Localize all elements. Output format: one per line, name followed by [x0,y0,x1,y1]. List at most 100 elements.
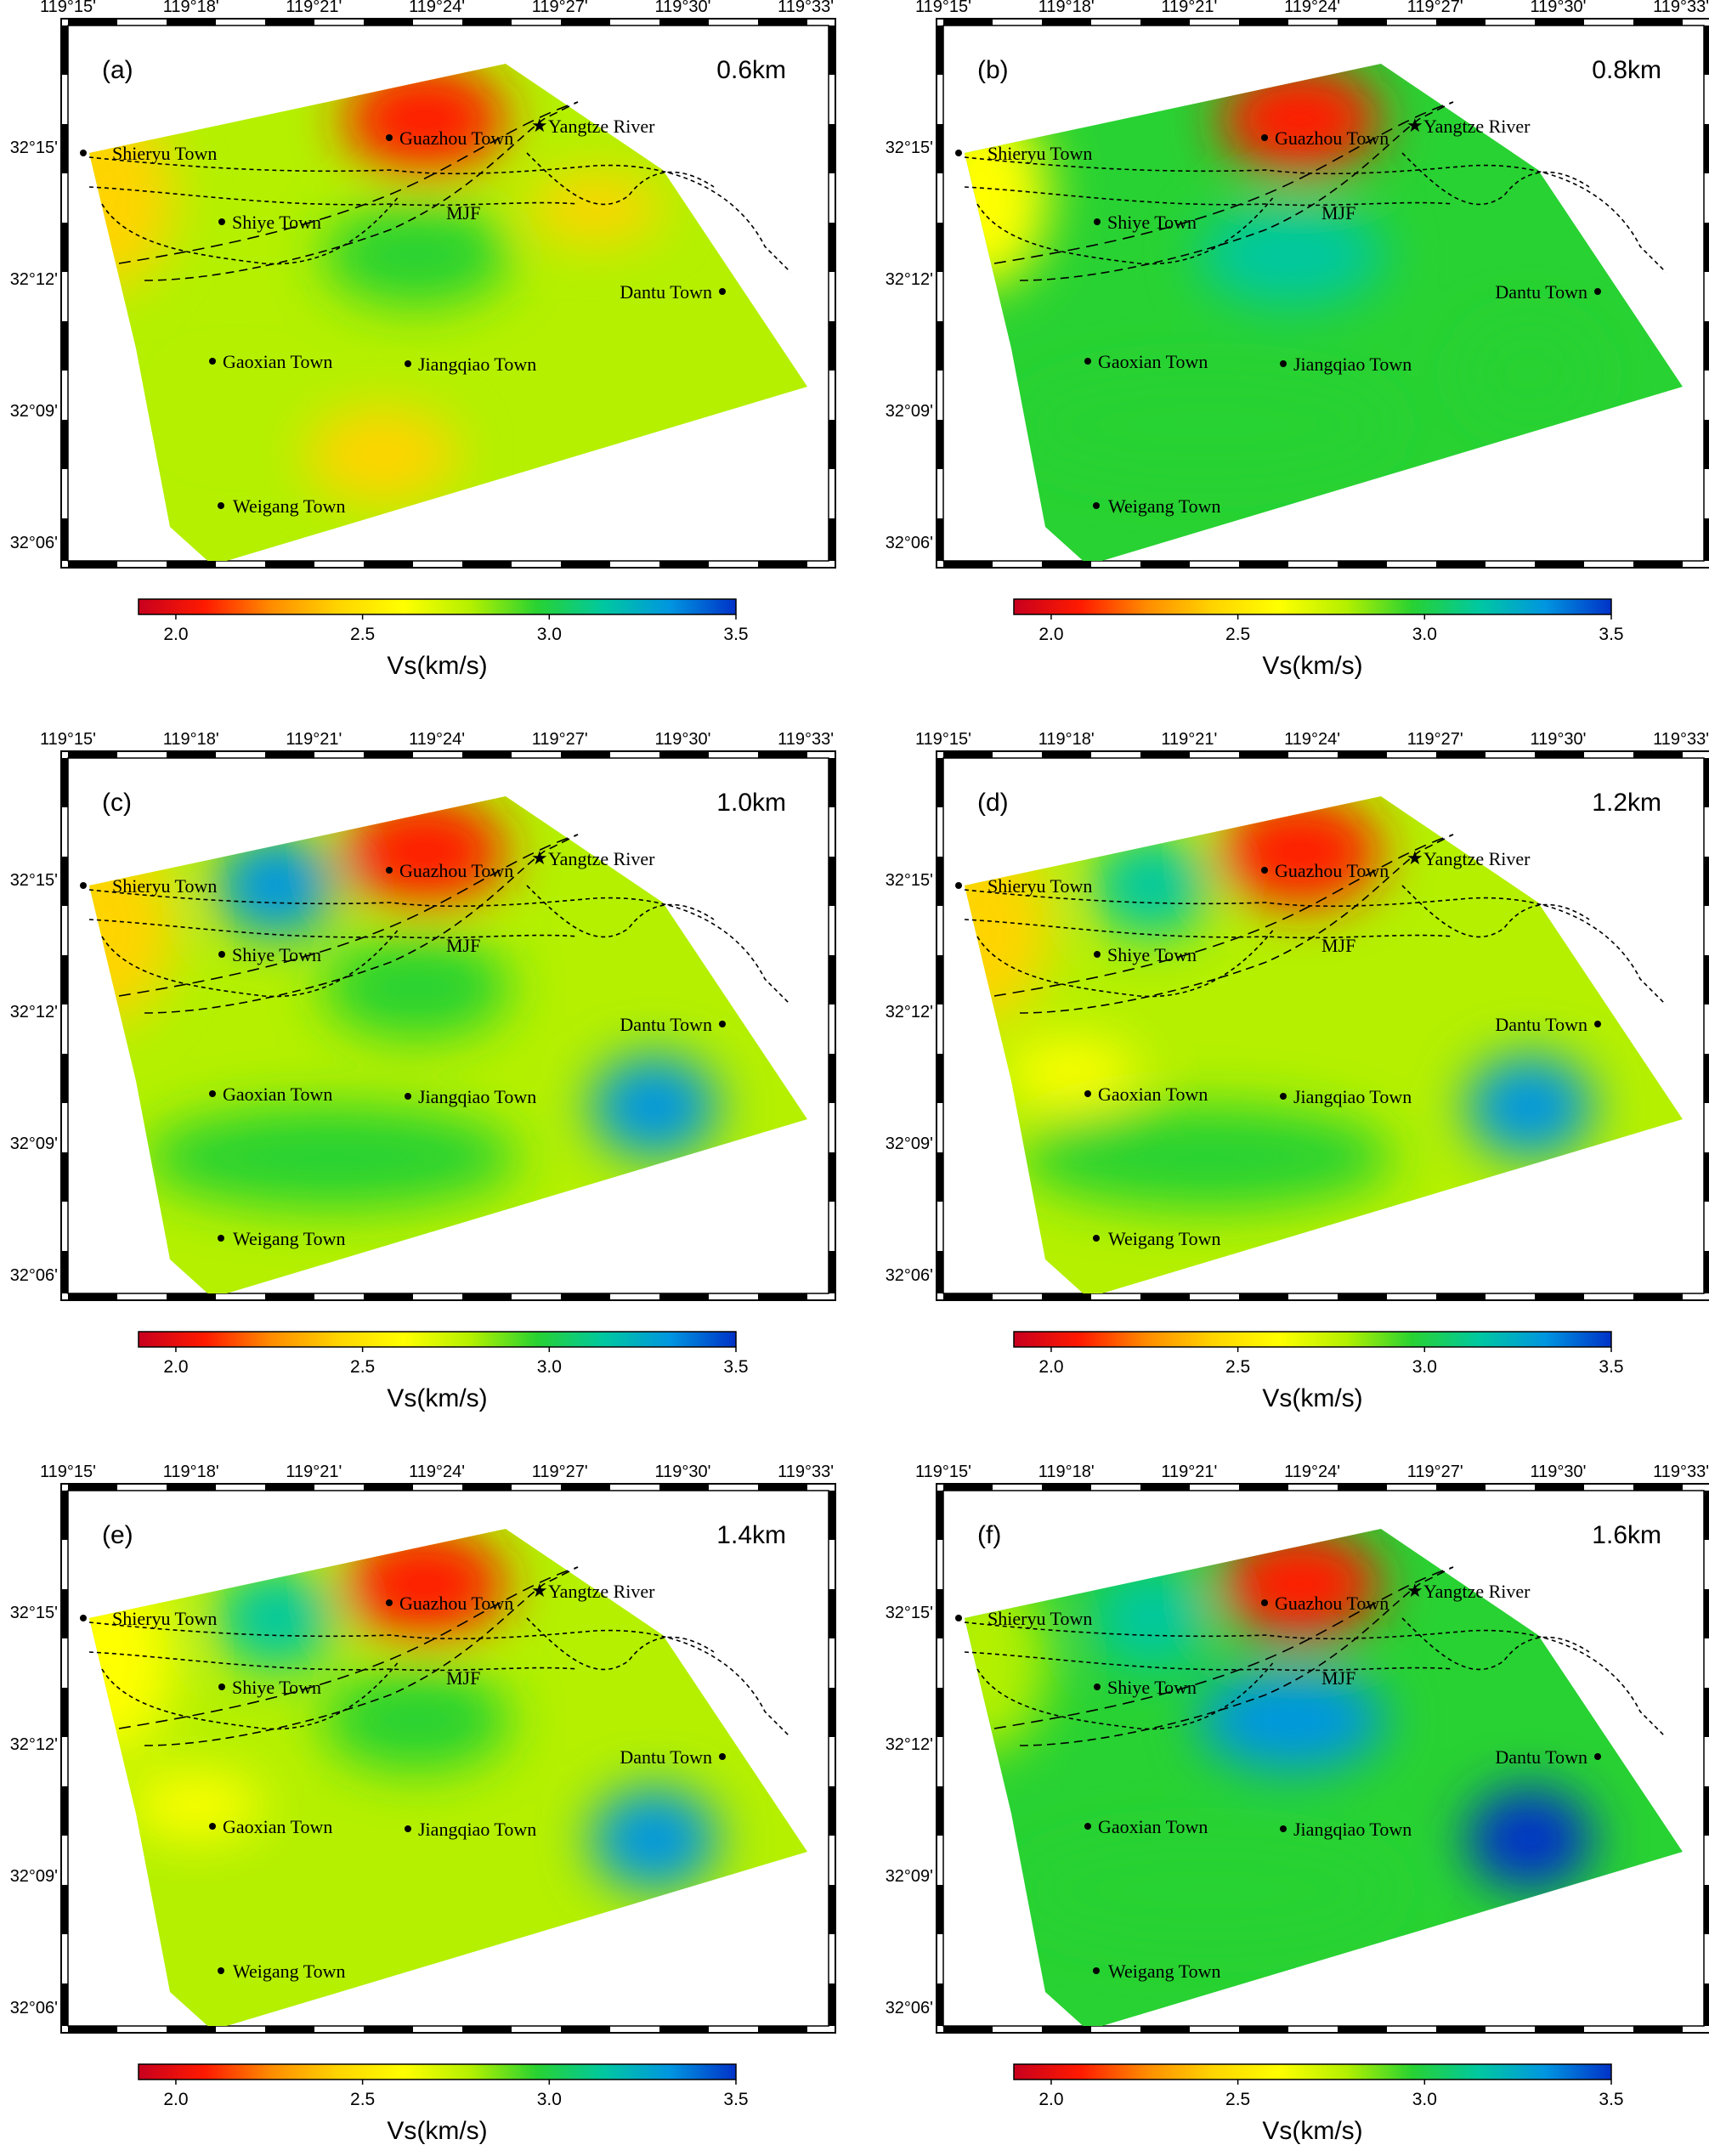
town-label-weigang: Weigang Town [1108,1961,1221,1982]
velocity-anomaly [191,382,285,433]
town-marker [386,867,393,874]
town-marker [719,1021,726,1027]
fault-label: MJF [446,202,480,224]
town-marker [955,150,962,156]
lon-tick-label: 119°21' [286,1463,342,1481]
fault-label: MJF [1321,202,1355,224]
town-marker [80,1615,87,1621]
town-label-gaoxian: Gaoxian Town [223,351,332,372]
velocity-anomaly [1466,1055,1593,1157]
velocity-anomaly [1220,796,1381,907]
lat-tick-label: 32°06' [886,1999,933,2017]
town-label-jiangqiao: Jiangqiao Town [1293,1086,1412,1107]
colorbar-label: Vs(km/s) [387,2117,487,2145]
panel-e: ★ Yangtze River MJF Shieryu Town Guazhou Tow… [10,1463,836,2145]
town-label-shiye: Shiye Town [232,1677,321,1698]
lat-tick-label: 32°12' [886,1735,933,1754]
town-marker [1280,1825,1287,1832]
velocity-anomaly [1092,835,1211,937]
panel-a: ★ Yangtze River MJF Shieryu Town Guazhou Tow… [10,0,836,680]
town-marker [1094,218,1101,225]
colorbar-tick-label: 2.0 [1038,2090,1063,2109]
panel-label: (e) [102,1521,133,1549]
velocity-anomaly [965,1567,1050,1754]
town-label-shiye: Shiye Town [1107,212,1197,233]
lat-tick-label: 32°15' [10,139,58,157]
velocity-anomaly [1220,64,1381,174]
lon-tick-label: 119°33' [1653,0,1709,16]
map-frame: ★ Yangtze River MJF Shieryu Town Guazhou Tow… [936,750,1709,1301]
velocity-anomaly [1020,1106,1394,1208]
map-frame: ★ Yangtze River MJF Shieryu Town Guazhou Tow… [60,750,836,1301]
lon-tick-label: 119°18' [1038,0,1095,16]
town-marker [405,360,411,367]
town-label-dantu: Dantu Town [620,1014,712,1035]
map-frame: ★ Yangtze River MJF Shieryu Town Guazhou Tow… [60,18,836,569]
lon-tick-label: 119°30' [654,730,710,749]
town-label-shiye: Shiye Town [1107,944,1197,965]
colorbar-tick-label: 3.0 [537,1357,562,1377]
velocity-anomaly [1466,1788,1593,1890]
lon-tick-label: 119°30' [654,1463,710,1481]
lat-tick-label: 32°15' [10,871,58,890]
town-marker [218,218,225,225]
town-marker [405,1825,411,1832]
fault-lines [964,101,1667,281]
lon-tick-label: 119°24' [1284,1463,1340,1481]
town-marker [209,1090,216,1097]
depth-label: 0.8km [1592,56,1661,84]
town-label-guazhou: Guazhou Town [399,127,513,149]
town-label-jiangqiao: Jiangqiao Town [418,1086,536,1107]
map-frame: ★ Yangtze River MJF Shieryu Town Guazhou Tow… [936,18,1709,569]
town-marker [1093,502,1100,509]
fault-lines [88,1566,791,1746]
colorbar-tick-label: 3.5 [723,2090,748,2109]
velocity-anomaly [527,174,663,242]
colorbar-tick-label: 3.0 [1412,1357,1437,1377]
depth-label: 1.0km [716,789,786,817]
velocity-anomaly [1466,323,1593,425]
panel-label: (a) [102,56,133,84]
town-label-weigang: Weigang Town [233,495,346,517]
town-marker [1261,867,1268,874]
town-marker [405,1093,411,1100]
lon-tick-label: 119°21' [1161,1463,1217,1481]
fault-label: MJF [446,1667,480,1689]
colorbar-label: Vs(km/s) [387,1384,487,1412]
lon-tick-label: 119°30' [1530,730,1586,749]
town-label-shiye: Shiye Town [1107,1677,1197,1698]
velocity-anomaly [344,796,506,907]
town-marker [218,1235,224,1242]
velocity-anomaly [1198,1669,1385,1771]
town-marker [1094,1683,1101,1690]
lat-tick-label: 32°06' [10,534,58,552]
velocity-anomaly [89,835,174,1021]
colorbar-tick-label: 3.0 [537,2090,562,2109]
panel-f: ★ Yangtze River MJF Shieryu Town Guazhou Tow… [886,1463,1709,2145]
lon-tick-label: 119°27' [1407,1463,1463,1481]
panel-label: (d) [977,789,1009,817]
lat-tick-label: 32°15' [886,1604,933,1622]
river-label: Yangtze River [548,848,655,869]
fault-lines [964,1566,1667,1746]
fault-label: MJF [1321,1667,1355,1689]
velocity-anomaly [1020,1839,1394,1941]
colorbar-tick-label: 3.0 [537,625,562,644]
colorbar-tick-label: 2.5 [350,2090,375,2109]
velocity-anomaly [89,102,174,289]
lat-tick-label: 32°12' [886,270,933,289]
lon-tick-label: 119°15' [40,1463,96,1481]
town-label-shiye: Shiye Town [232,944,321,965]
fault-lines [88,834,791,1014]
town-label-shieryu: Shieryu Town [987,143,1092,164]
river-label: Yangtze River [548,1581,655,1602]
town-marker [1280,360,1287,367]
panel-label: (f) [977,1521,1001,1549]
velocity-anomaly [1198,204,1385,306]
town-marker [218,951,225,958]
panel-label: (c) [102,789,132,817]
colorbar: 2.0 2.5 3.0 3.5 Vs(km/s) [138,1331,749,1412]
town-marker [1261,1599,1268,1606]
colorbar-tick-label: 2.0 [163,1357,188,1377]
lat-tick-label: 32°15' [10,1604,58,1622]
